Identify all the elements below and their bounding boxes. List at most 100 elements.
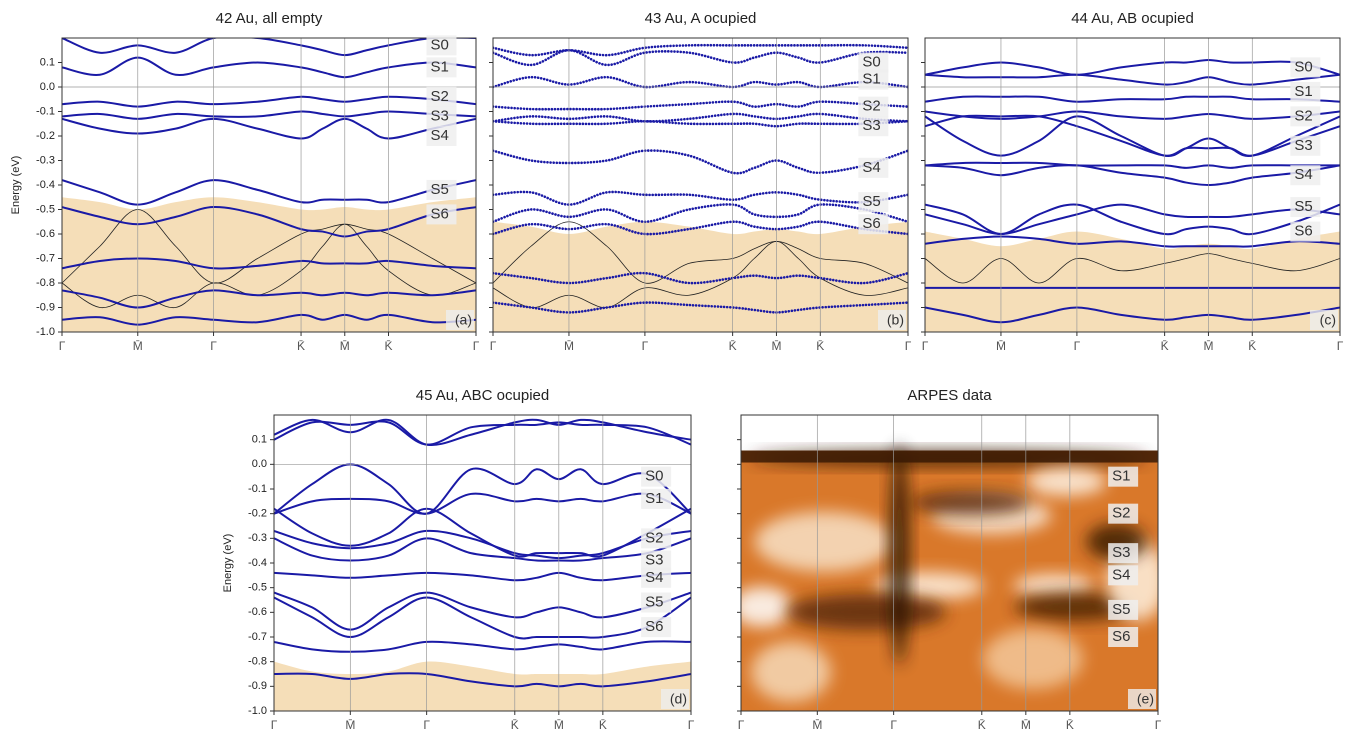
band [925,59,1340,76]
band [274,571,691,582]
state-label: S3 [862,117,880,134]
y-tick-label: -0.6 [248,606,267,618]
x-tick-label: Γ [490,339,497,353]
band [274,507,691,558]
y-tick-label: 0.1 [40,56,55,68]
y-tick-label: -0.3 [248,532,267,544]
arpes-feature [786,594,947,631]
band [493,100,908,111]
label-background [1290,221,1321,242]
label-background [858,96,889,117]
state-label: S5 [645,593,663,610]
x-tick-label: M̄ [1203,339,1213,353]
band [62,179,476,206]
y-tick-label: -0.9 [248,680,267,692]
x-tick-label: Γ [423,718,430,732]
label-background [858,69,889,90]
projected-bulk-area [493,221,908,332]
state-label: S6 [645,618,663,635]
arpes-feature [889,444,910,665]
band [274,492,691,515]
band [62,56,476,79]
plot-area [62,38,476,332]
x-tick-label: Γ [922,339,929,353]
band [62,95,476,108]
panel-title: 45 Au, ABC ocupied [416,387,549,404]
band [493,203,908,224]
panel-tag: (b) [887,312,904,328]
band [493,43,908,57]
state-label: S2 [645,529,663,546]
panel: Γ M̄ Γ K̄ M̄ K̄ Γ 0.1 0.0 -0.1 -0.2 -0.3 -0.4 -0.5 -0.… [222,387,695,732]
label-background [858,52,889,73]
band [925,161,1340,169]
x-tick-label: M̄ [340,339,350,353]
state-label: S0 [430,36,448,53]
x-tick-label: K̄ [297,339,305,353]
state-label: S2 [430,88,448,105]
x-tick-label: K̄ [729,339,737,353]
x-tick-label: Γ [1155,718,1162,732]
x-tick-label: Γ [473,339,480,353]
y-axis-label: Energy (eV) [10,156,22,215]
band [274,463,691,515]
band [274,640,691,653]
band [493,75,908,89]
label-background [1108,565,1139,586]
y-tick-label: -1.0 [248,705,267,717]
panel-tag: (c) [1320,312,1336,328]
state-label: S2 [1294,107,1312,124]
band [493,112,908,123]
arpes-feature [1026,467,1107,496]
label-background [641,528,672,549]
x-tick-label: K̄ [599,718,607,732]
label-background [426,204,457,225]
y-tick-label: 0.1 [252,434,267,446]
x-tick-label: Γ [642,339,649,353]
state-label: S0 [1294,58,1312,75]
y-tick-label: -0.2 [36,130,55,142]
x-tick-label: M̄ [345,718,355,732]
plot-area [274,418,691,711]
state-label: S1 [645,490,663,507]
x-tick-label: Γ [1074,339,1081,353]
band [62,38,476,57]
x-tick-label: M̄ [564,339,574,353]
y-tick-label: -0.1 [248,483,267,495]
band [274,420,691,446]
label-background [641,592,672,613]
state-label: S1 [430,58,448,75]
projected-bulk-area [925,231,1340,332]
state-label: S2 [1112,505,1130,522]
state-label: S5 [1294,198,1312,215]
y-tick-label: 0.0 [252,458,267,470]
state-label: S6 [1294,223,1312,240]
label-background [1108,466,1139,487]
x-tick-label: M̄ [554,718,564,732]
y-tick-label: -0.8 [36,277,55,289]
arpes-feature [741,586,792,627]
state-label: S5 [430,181,448,198]
panel-title: 43 Au, A ocupied [645,10,757,27]
x-tick-label: Γ [890,718,897,732]
band [925,95,1340,103]
panel-title: 44 Au, AB ocupied [1071,10,1194,27]
label-background [641,488,672,509]
state-label: S3 [1294,137,1312,154]
label-background [1290,81,1321,102]
state-label: S5 [1112,601,1130,618]
label-background [1290,165,1321,186]
plot-area [741,444,1158,711]
label-background [426,86,457,107]
state-label: S5 [862,193,880,210]
y-tick-label: -0.1 [36,105,55,117]
label-background [641,550,672,571]
state-label: S0 [645,468,663,485]
band [925,164,1340,187]
tag-background [661,689,689,709]
arpes-feature [1013,573,1094,598]
x-tick-label: M̄ [996,339,1006,353]
band [493,190,908,206]
